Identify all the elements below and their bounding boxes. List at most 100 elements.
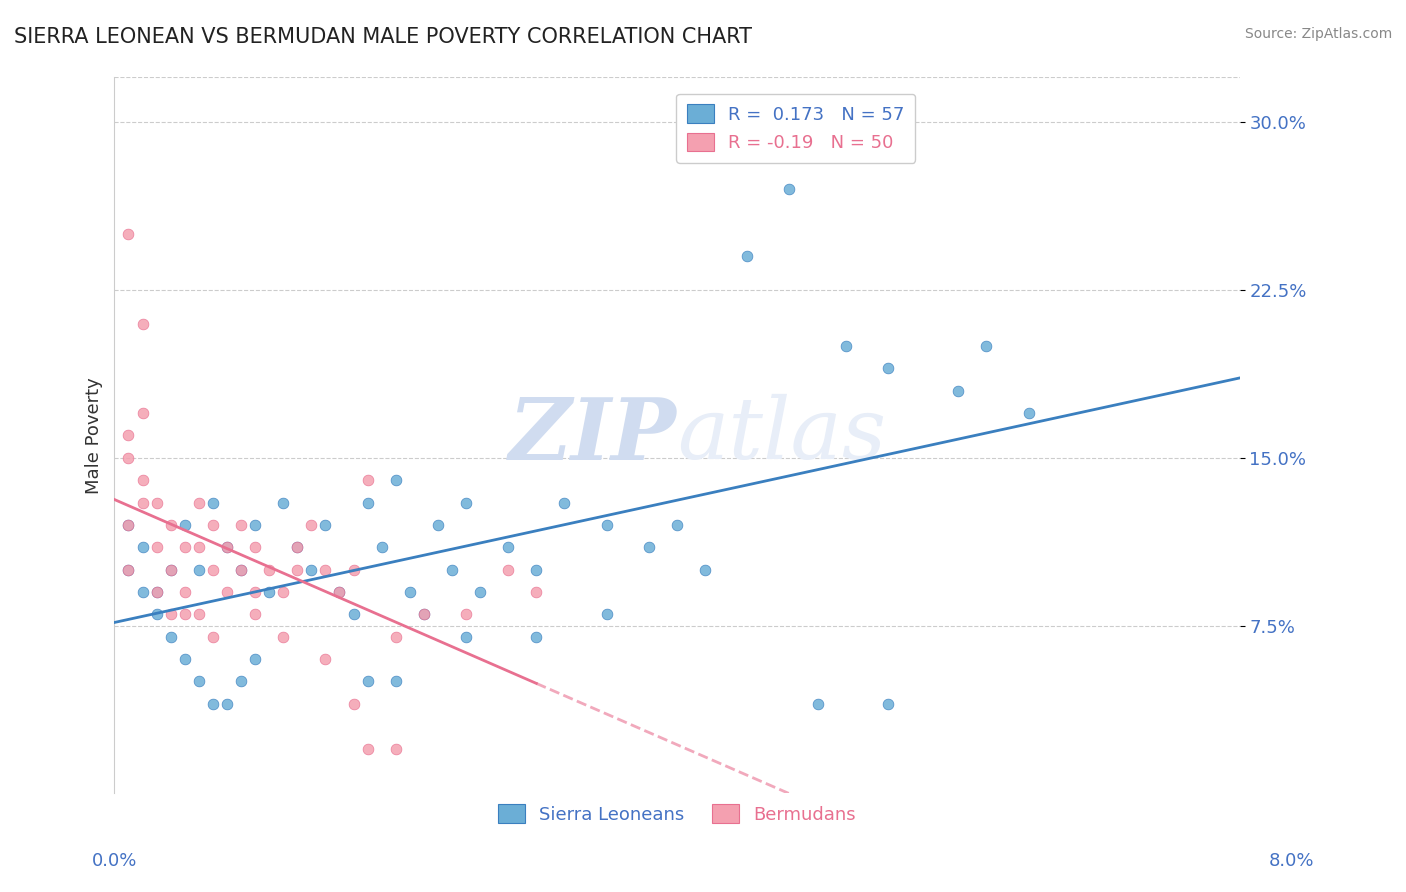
Point <box>328 585 350 599</box>
Text: 8.0%: 8.0% <box>1270 852 1315 870</box>
Point <box>412 607 434 622</box>
Point <box>440 563 463 577</box>
Point <box>524 563 547 577</box>
Point <box>117 563 139 577</box>
Point <box>314 517 336 532</box>
Point <box>117 450 139 465</box>
Point <box>117 563 139 577</box>
Point <box>173 652 195 666</box>
Point <box>693 563 716 577</box>
Point <box>131 585 153 599</box>
Point <box>496 541 519 555</box>
Point <box>342 697 364 711</box>
Point <box>468 585 491 599</box>
Point <box>257 585 280 599</box>
Point <box>356 741 378 756</box>
Point <box>131 317 153 331</box>
Point <box>285 541 308 555</box>
Point <box>737 249 759 263</box>
Point <box>229 563 252 577</box>
Text: 0.0%: 0.0% <box>91 852 136 870</box>
Point <box>779 182 801 196</box>
Point <box>271 495 294 509</box>
Point <box>145 585 167 599</box>
Point <box>131 541 153 555</box>
Point <box>356 674 378 689</box>
Point <box>299 517 322 532</box>
Point <box>201 697 224 711</box>
Point <box>384 674 406 689</box>
Point <box>145 607 167 622</box>
Point <box>342 607 364 622</box>
Point <box>117 428 139 442</box>
Point <box>201 630 224 644</box>
Point <box>187 563 209 577</box>
Point <box>314 652 336 666</box>
Point <box>229 517 252 532</box>
Text: atlas: atlas <box>676 394 886 476</box>
Point <box>948 384 970 398</box>
Point <box>496 563 519 577</box>
Point <box>412 607 434 622</box>
Point <box>328 585 350 599</box>
Point <box>454 495 477 509</box>
Point <box>426 517 449 532</box>
Point <box>159 517 181 532</box>
Point <box>637 541 659 555</box>
Point <box>201 495 224 509</box>
Point <box>187 607 209 622</box>
Point <box>877 697 900 711</box>
Point <box>271 585 294 599</box>
Point <box>145 585 167 599</box>
Point <box>201 517 224 532</box>
Point <box>665 517 688 532</box>
Point <box>173 517 195 532</box>
Point <box>117 517 139 532</box>
Point <box>384 473 406 487</box>
Point <box>145 541 167 555</box>
Point <box>159 630 181 644</box>
Point <box>187 541 209 555</box>
Point <box>215 697 238 711</box>
Point <box>173 541 195 555</box>
Point <box>299 563 322 577</box>
Point <box>976 339 998 353</box>
Point <box>145 495 167 509</box>
Point <box>215 541 238 555</box>
Point <box>835 339 858 353</box>
Point <box>215 585 238 599</box>
Point <box>553 495 575 509</box>
Point <box>342 563 364 577</box>
Point <box>370 541 392 555</box>
Point <box>173 607 195 622</box>
Text: ZIP: ZIP <box>509 393 676 477</box>
Text: Source: ZipAtlas.com: Source: ZipAtlas.com <box>1244 27 1392 41</box>
Point <box>271 630 294 644</box>
Point <box>243 585 266 599</box>
Point <box>807 697 830 711</box>
Point <box>173 585 195 599</box>
Point <box>356 495 378 509</box>
Point <box>1018 406 1040 420</box>
Point <box>524 585 547 599</box>
Point <box>117 517 139 532</box>
Point <box>877 361 900 376</box>
Point <box>243 541 266 555</box>
Point <box>201 563 224 577</box>
Point <box>384 630 406 644</box>
Point <box>117 227 139 241</box>
Point <box>595 517 617 532</box>
Y-axis label: Male Poverty: Male Poverty <box>86 377 103 494</box>
Point <box>384 741 406 756</box>
Point <box>187 495 209 509</box>
Point <box>131 406 153 420</box>
Point <box>356 473 378 487</box>
Point <box>454 630 477 644</box>
Point <box>285 563 308 577</box>
Text: SIERRA LEONEAN VS BERMUDAN MALE POVERTY CORRELATION CHART: SIERRA LEONEAN VS BERMUDAN MALE POVERTY … <box>14 27 752 46</box>
Point <box>243 652 266 666</box>
Point <box>159 563 181 577</box>
Point <box>131 473 153 487</box>
Point <box>285 541 308 555</box>
Point <box>243 517 266 532</box>
